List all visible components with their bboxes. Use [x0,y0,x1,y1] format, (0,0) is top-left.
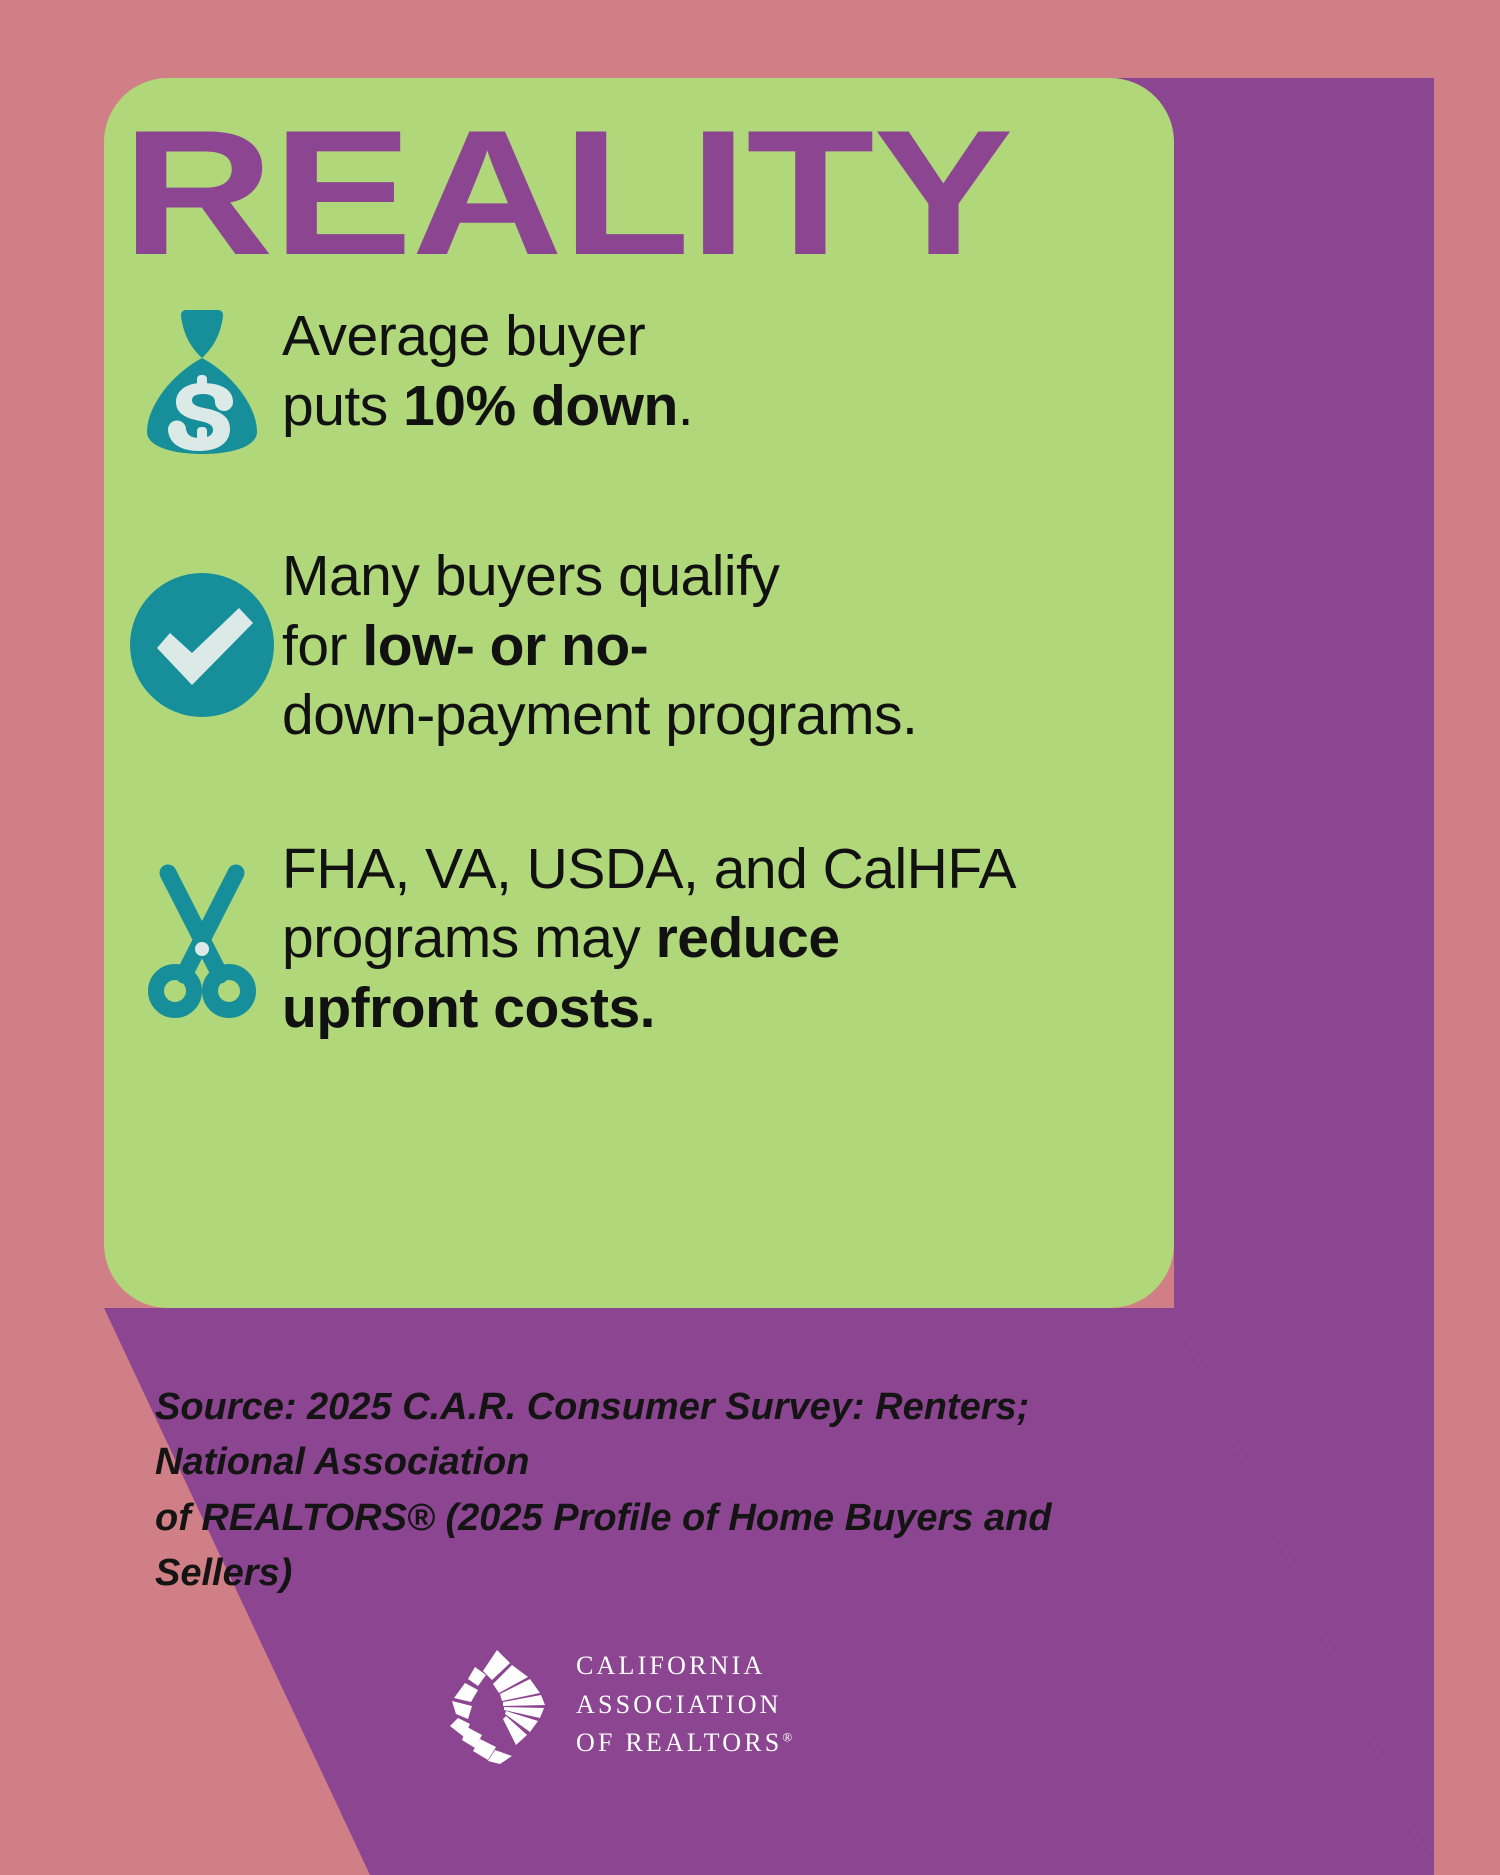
logo-line-3-text: OF REALTORS [576,1728,783,1758]
text-line: Average buyer [282,302,693,372]
text-line: Many buyers qualify [282,542,917,612]
text-line: programs may reduce [282,904,1016,974]
text-span: for [282,613,363,678]
bullet-list: Average buyer puts 10% down. Many buyers… [122,300,1072,1099]
text-span: . [677,373,694,438]
source-line-1: Source: 2025 C.A.R. Consumer Survey: Ren… [155,1386,1030,1484]
text-span-bold: reduce [655,906,840,971]
list-item: Average buyer puts 10% down. [122,300,1072,454]
text-line: puts 10% down. [282,372,694,442]
source-attribution: Source: 2025 C.A.R. Consumer Survey: Ren… [155,1380,1145,1602]
page-title: REALITY [122,93,1013,292]
source-line-2: of REALTORS® (2025 Profile of Home Buyer… [155,1496,1052,1595]
list-item-text: Many buyers qualify for low- or no- down… [282,540,918,751]
text-span-bold: 10% down [403,373,678,438]
logo-line-2: ASSOCIATION [576,1689,782,1719]
car-logo: CALIFORNIA ASSOCIATION OF REALTORS® [440,1620,792,1790]
text-span-bold: upfront costs. [282,975,656,1040]
text-span: FHA, VA, USDA, and CalHFA [282,836,1017,901]
check-circle-icon [122,570,282,720]
scissors-icon [122,863,282,1023]
text-span: programs may [282,906,656,971]
california-bear-diamond-icon [440,1646,558,1764]
text-line: upfront costs. [282,974,1016,1044]
text-line: for low- or no- [282,612,917,682]
list-item-text: FHA, VA, USDA, and CalHFA programs may r… [282,833,1017,1044]
text-line: FHA, VA, USDA, and CalHFA [282,835,1017,905]
reality-card [104,78,1174,1308]
list-item: Many buyers qualify for low- or no- down… [122,540,1072,751]
list-item-text: Average buyer puts 10% down. [282,300,694,442]
money-bag-icon [122,304,282,454]
registered-trademark-icon: ® [782,1729,793,1745]
text-span: down-payment programs. [282,683,918,748]
list-item: FHA, VA, USDA, and CalHFA programs may r… [122,833,1072,1044]
text-span: puts [282,373,404,438]
logo-line-3: OF REALTORS® [576,1724,792,1762]
logo-wordmark: CALIFORNIA ASSOCIATION OF REALTORS® [576,1647,792,1762]
logo-line-1: CALIFORNIA [576,1651,766,1681]
text-line: down-payment programs. [282,681,918,751]
text-span-bold: low- or no- [362,613,649,678]
text-span: Many buyers qualify [282,544,780,608]
text-span: Average buyer [282,304,646,368]
